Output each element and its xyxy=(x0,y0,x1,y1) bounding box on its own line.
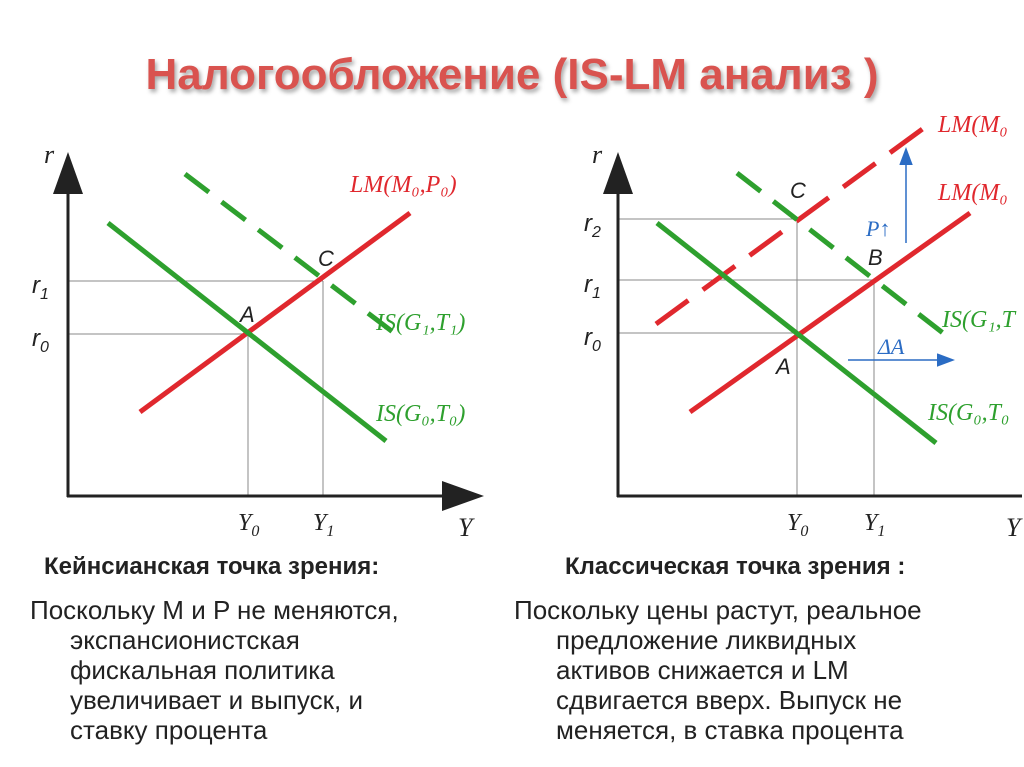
right-tick-r2: r2 xyxy=(584,210,601,241)
left-x-axis-label: Y xyxy=(458,513,475,542)
right-line-5: меняется, в ставка процента xyxy=(556,715,904,745)
left-is1-label: IS(G₁,T₁) xyxy=(375,310,465,336)
right-tick-r1: r1 xyxy=(584,271,601,302)
left-y-axis-label: r xyxy=(44,140,55,169)
left-line-1: Поскольку M и P не меняются, xyxy=(30,595,399,625)
left-tick-r1: r1 xyxy=(32,272,49,303)
right-line-4: сдвигается вверх. Выпуск не xyxy=(556,685,903,715)
left-tick-y1: Y1 xyxy=(313,510,334,540)
left-tick-r0: r0 xyxy=(32,325,49,356)
right-delta-label: ΔA xyxy=(877,334,905,359)
left-is0-curve xyxy=(106,221,388,443)
right-diagram: r Y r2 r1 r0 Y0 Y1 LM(M₀ LM(M₀ IS(G₁,T I… xyxy=(584,112,1023,542)
left-point-c: C xyxy=(318,246,334,271)
right-lm0-label: LM(M₀ xyxy=(937,180,1008,206)
right-tick-y0: Y0 xyxy=(787,510,808,540)
right-is0-curve xyxy=(655,221,938,445)
left-line-4: увеличивает и выпуск, и xyxy=(70,685,363,715)
right-caption: Классическая точка зрения : xyxy=(565,553,906,580)
right-line-1: Поскольку цены растут, реальное xyxy=(514,595,922,625)
right-p-arrow-label: P↑ xyxy=(865,216,890,241)
left-explanation: Поскольку M и P не меняются, экспансиони… xyxy=(30,595,399,745)
left-caption: Кейнсианская точка зрения: xyxy=(44,553,380,580)
left-lm-curve xyxy=(138,210,412,415)
right-lm1-label: LM(M₀ xyxy=(937,112,1008,138)
right-point-b: B xyxy=(868,245,883,270)
left-diagram: r Y r1 r0 Y0 Y1 LM(M₀,P₀) IS(G₁,T₁) IS(G… xyxy=(32,140,484,542)
right-tick-y1: Y1 xyxy=(864,510,885,540)
right-explanation: Поскольку цены растут, реальное предложе… xyxy=(514,595,1024,745)
left-line-2: экспансионистская xyxy=(70,625,300,655)
left-point-a: A xyxy=(238,302,255,327)
right-line-2: предложение ликвидных xyxy=(556,625,857,655)
right-tick-r0: r0 xyxy=(584,324,601,355)
right-y-axis-label: r xyxy=(592,140,603,169)
right-lm0-curve xyxy=(688,210,972,415)
right-is1-curve xyxy=(735,171,954,342)
left-line-5: ставку процента xyxy=(70,715,268,745)
left-line-3: фискальная политика xyxy=(70,655,335,685)
left-is1-curve xyxy=(183,172,404,341)
slide-title: Налогообложение (IS-LM анализ ) xyxy=(145,50,879,99)
left-is0-label: IS(G₀,T₀) xyxy=(375,401,465,427)
left-tick-y0: Y0 xyxy=(238,510,259,540)
right-is1-label: IS(G₁,T xyxy=(941,307,1017,333)
right-x-axis-label: Y xyxy=(1006,513,1023,542)
right-point-c: C xyxy=(790,178,806,203)
right-is0-label: IS(G₀,T₀ xyxy=(927,400,1009,426)
left-lm-label: LM(M₀,P₀) xyxy=(349,172,457,198)
right-point-a: A xyxy=(774,354,791,379)
right-line-3: активов снижается и LM xyxy=(556,655,849,685)
